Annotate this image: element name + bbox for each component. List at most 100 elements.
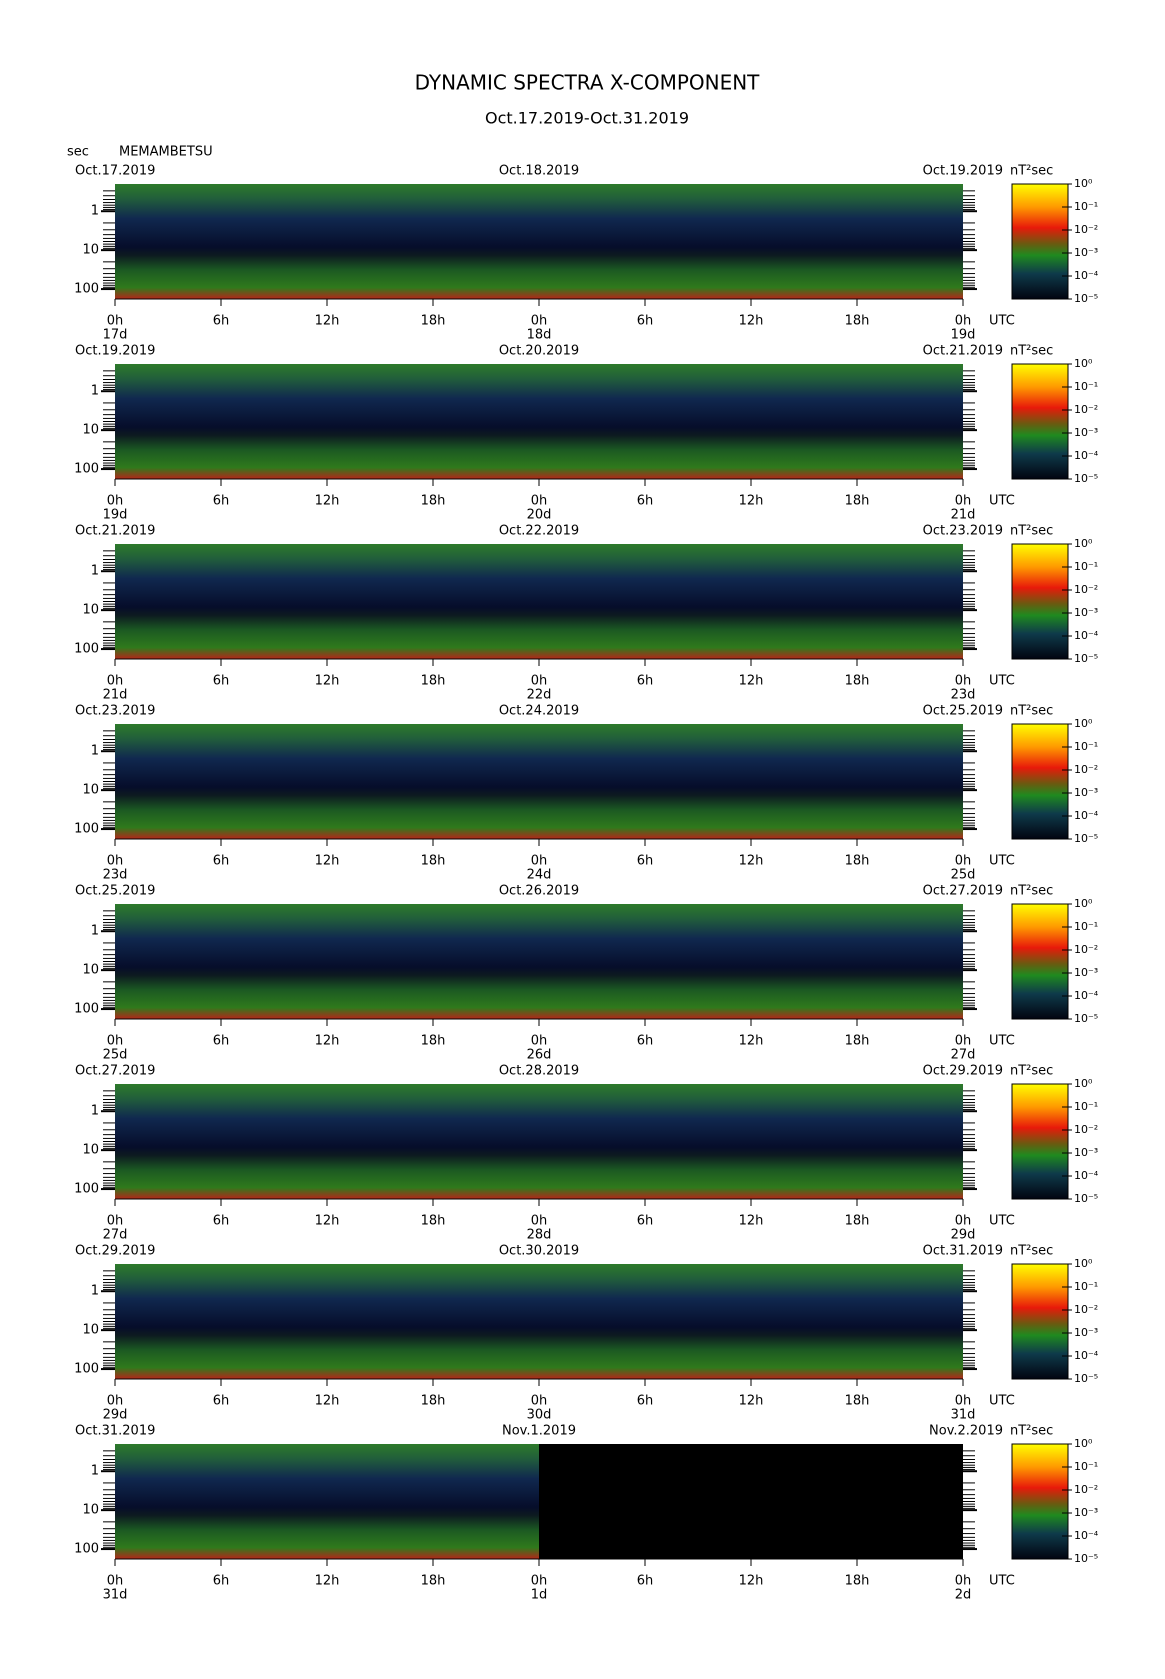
day-label: 21d [951, 508, 976, 523]
spectrogram [115, 184, 963, 299]
day-label: 1d [531, 1588, 548, 1603]
chart-subtitle: Oct.17.2019-Oct.31.2019 [485, 109, 689, 128]
colorbar-tick-label: 10⁻⁵ [1074, 1012, 1098, 1025]
colorbar-tick-label: 10⁻² [1074, 943, 1098, 956]
x-tick-label: 18h [845, 854, 870, 869]
day-label: 19d [103, 508, 128, 523]
spectrogram [115, 364, 963, 479]
y-tick-label: 10 [82, 243, 99, 258]
colorbar [1011, 1083, 1069, 1200]
x-tick-label: 0h [107, 854, 124, 869]
x-tick-label: 0h [955, 1214, 972, 1229]
colorbar-tick-label: 10⁻¹ [1074, 920, 1098, 933]
colorbar-tick-label: 10⁻⁵ [1074, 292, 1098, 305]
x-tick-label: 0h [531, 1034, 548, 1049]
x-tick-label: 0h [955, 494, 972, 509]
colorbar-tick-label: 10⁰ [1074, 177, 1093, 190]
day-label: 31d [951, 1408, 976, 1423]
date-end: Oct.25.2019 [923, 704, 1003, 719]
colorbar-tick-label: 10⁻⁵ [1074, 472, 1098, 485]
x-tick-label: 0h [531, 1394, 548, 1409]
x-tick-label: 0h [107, 1214, 124, 1229]
x-tick-label: 0h [955, 1574, 972, 1589]
x-tick-label: 18h [845, 494, 870, 509]
colorbar-tick-label: 10⁻¹ [1074, 1100, 1098, 1113]
x-tick-label: 0h [531, 1214, 548, 1229]
x-tick-label: 0h [107, 674, 124, 689]
colorbar-tick-label: 10⁻⁴ [1074, 989, 1099, 1002]
x-unit: UTC [989, 674, 1015, 689]
x-tick-label: 0h [107, 1394, 124, 1409]
x-tick-label: 0h [955, 854, 972, 869]
spectrogram [115, 544, 963, 659]
x-tick-label: 12h [739, 1394, 764, 1409]
y-tick-label: 100 [74, 462, 99, 477]
colorbar-tick-label: 10⁻⁵ [1074, 1552, 1098, 1565]
x-tick-label: 12h [739, 1574, 764, 1589]
x-tick-label: 12h [739, 1214, 764, 1229]
y-tick-label: 10 [82, 783, 99, 798]
y-tick-label: 100 [74, 822, 99, 837]
x-tick-label: 6h [637, 1394, 654, 1409]
x-tick-label: 6h [637, 494, 654, 509]
x-tick-label: 0h [955, 1394, 972, 1409]
colorbar-label: nT²sec [1010, 344, 1053, 359]
x-tick-label: 6h [637, 674, 654, 689]
day-label: 20d [527, 508, 552, 523]
x-tick-label: 12h [739, 494, 764, 509]
colorbar-tick-label: 10⁻² [1074, 403, 1098, 416]
day-label: 31d [103, 1588, 128, 1603]
x-tick-label: 6h [637, 1214, 654, 1229]
x-tick-label: 12h [315, 674, 340, 689]
x-tick-label: 0h [955, 674, 972, 689]
day-label: 27d [103, 1228, 128, 1243]
colorbar [1011, 1263, 1069, 1380]
x-tick-label: 0h [107, 1034, 124, 1049]
spectrogram [115, 724, 963, 839]
colorbar-tick-label: 10⁻⁴ [1074, 629, 1099, 642]
x-unit: UTC [989, 1214, 1015, 1229]
date-mid: Nov.1.2019 [502, 1424, 576, 1439]
day-label: 17d [103, 328, 128, 343]
y-tick-label: 10 [82, 1143, 99, 1158]
y-tick-label: 1 [91, 744, 99, 759]
date-end: Oct.31.2019 [923, 1244, 1003, 1259]
x-tick-label: 6h [637, 314, 654, 329]
colorbar-tick-label: 10⁰ [1074, 1257, 1093, 1270]
y-tick-label: 10 [82, 1323, 99, 1338]
colorbar-tick-label: 10⁰ [1074, 1077, 1093, 1090]
x-tick-label: 6h [637, 1034, 654, 1049]
x-tick-label: 6h [213, 1214, 230, 1229]
colorbar-tick-label: 10⁻³ [1074, 606, 1098, 619]
x-tick-label: 18h [421, 314, 446, 329]
x-tick-label: 18h [845, 314, 870, 329]
x-tick-label: 6h [637, 1574, 654, 1589]
y-tick-label: 10 [82, 1503, 99, 1518]
x-tick-label: 0h [107, 1574, 124, 1589]
y-tick-label: 1 [91, 1284, 99, 1299]
date-mid: Oct.30.2019 [499, 1244, 579, 1259]
colorbar-tick-label: 10⁻¹ [1074, 740, 1098, 753]
colorbar-tick-label: 10⁻³ [1074, 246, 1098, 259]
y-tick-label: 100 [74, 1002, 99, 1017]
colorbar-tick-label: 10⁻³ [1074, 786, 1098, 799]
colorbar-label: nT²sec [1010, 1064, 1053, 1079]
y-tick-label: 100 [74, 1542, 99, 1557]
x-tick-label: 6h [213, 1394, 230, 1409]
colorbar-tick-label: 10⁻⁵ [1074, 1192, 1098, 1205]
spectrogram [115, 1264, 963, 1379]
x-tick-label: 12h [739, 314, 764, 329]
date-start: Oct.27.2019 [75, 1064, 155, 1079]
day-label: 26d [527, 1048, 552, 1063]
x-tick-label: 0h [531, 854, 548, 869]
date-start: Oct.19.2019 [75, 344, 155, 359]
x-tick-label: 18h [421, 1394, 446, 1409]
x-unit: UTC [989, 1574, 1015, 1589]
colorbar-tick-label: 10⁰ [1074, 717, 1093, 730]
colorbar-label: nT²sec [1010, 1424, 1053, 1439]
x-tick-label: 18h [421, 1574, 446, 1589]
colorbar-tick-label: 10⁻² [1074, 583, 1098, 596]
date-end: Oct.27.2019 [923, 884, 1003, 899]
colorbar-tick-label: 10⁰ [1074, 537, 1093, 550]
